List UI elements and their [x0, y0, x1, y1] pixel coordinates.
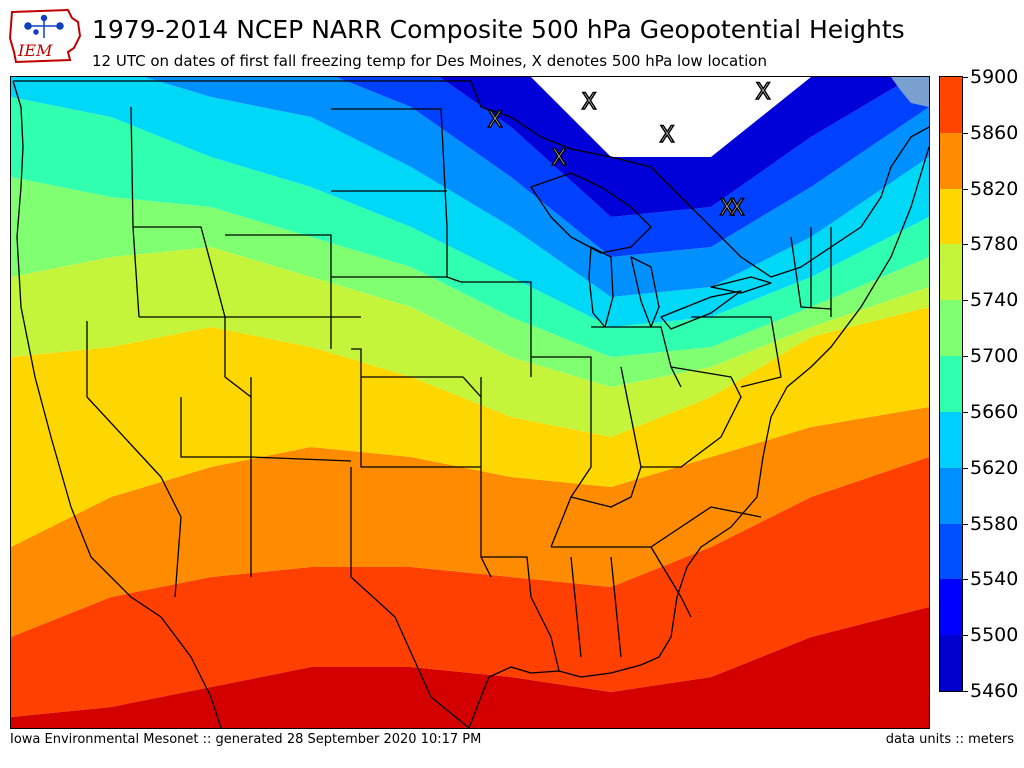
colorbar-tick-label: 5620 — [970, 456, 1019, 479]
band-5620-5660 — [11, 97, 929, 357]
low-marker-x: X — [755, 80, 770, 105]
band-5660-5700 — [11, 177, 929, 387]
low-marker-x: X — [581, 90, 596, 115]
colorbar-tick-label: 5900 — [970, 66, 1019, 88]
colorbar-tick-label: 5820 — [970, 177, 1019, 200]
colorbar-swatch — [940, 579, 962, 636]
map-subtitle: 12 UTC on dates of first fall freezing t… — [92, 52, 767, 70]
state-borders — [12, 80, 929, 728]
colorbar-tick-label: 5860 — [970, 121, 1019, 144]
low-marker-x: X — [487, 108, 502, 133]
band-5460-5500 — [439, 77, 913, 217]
colorbar-swatch — [940, 411, 962, 468]
colorbar-tick — [963, 691, 968, 692]
band-5860-5900 — [11, 607, 929, 728]
logo-text: IEM — [17, 41, 53, 60]
ocean-corner — [891, 77, 929, 107]
colorbar-tick — [963, 579, 968, 581]
colorbar-tick — [963, 411, 968, 413]
colorbar-tick — [963, 188, 968, 190]
band-5540-5580 — [144, 77, 929, 297]
colorbar-tick-label: 5500 — [970, 624, 1019, 647]
colorbar-swatch — [940, 300, 962, 357]
band-5580-5620 — [11, 77, 929, 327]
colorbar-tick-label: 5460 — [970, 680, 1019, 702]
low-marker-x: X — [659, 123, 674, 148]
colorbar-tick-label: 5740 — [970, 289, 1019, 312]
low-marker-x: X — [729, 196, 744, 221]
colorbar-tick — [963, 635, 968, 637]
footer-credit: Iowa Environmental Mesonet :: generated … — [10, 732, 482, 747]
colorbar-swatch — [940, 77, 962, 133]
colorbar-tick — [963, 356, 968, 358]
colorbar-tick-label: 5660 — [970, 400, 1019, 423]
colorbar-tick-label: 5700 — [970, 345, 1019, 368]
band-5500-5540 — [336, 77, 929, 257]
colorbar-swatch — [940, 244, 962, 301]
footer-units: data units :: meters — [885, 732, 1014, 747]
colorbar-swatch — [940, 467, 962, 524]
colorbar-swatch — [940, 356, 962, 412]
height-bands — [11, 77, 929, 728]
map-title: 1979-2014 NCEP NARR Composite 500 hPa Ge… — [92, 15, 905, 44]
iem-logo: IEM — [8, 8, 84, 70]
colorbar-tick — [963, 132, 968, 134]
colorbar-tick-label: 5780 — [970, 233, 1019, 256]
colorbar-tick — [963, 244, 968, 246]
colorbar-tick — [963, 523, 968, 525]
band-5780-5820 — [11, 407, 929, 637]
colorbar-swatch — [940, 132, 962, 189]
low-marker-x: X — [551, 146, 566, 171]
band-5820-5860 — [11, 457, 929, 717]
low-marker-x: X — [719, 196, 734, 221]
colorbar-swatch — [940, 188, 962, 245]
colorbar-labels: 5460 5500 5540 5580 5620 5660 5700 5740 5780 5820… — [963, 67, 1024, 701]
colorbar-tick — [963, 300, 968, 302]
colorbar-tick-label: 5540 — [970, 568, 1019, 591]
colorbar-tick — [963, 77, 968, 78]
colorbar-swatch — [940, 635, 962, 691]
colorbar — [939, 76, 963, 692]
colorbar-swatch — [940, 523, 962, 580]
band-5700-5740 — [11, 247, 929, 437]
colorbar-tick — [963, 467, 968, 469]
band-5740-5780 — [11, 307, 929, 547]
colorbar-tick-label: 5580 — [970, 512, 1019, 535]
